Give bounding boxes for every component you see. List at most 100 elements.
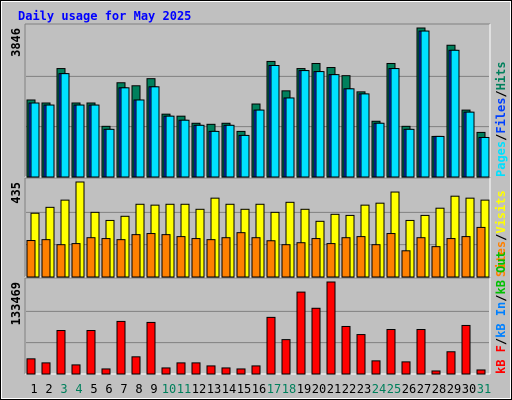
bar: [116, 320, 126, 375]
bar: [480, 136, 490, 178]
bar: [281, 339, 291, 375]
bar: [161, 367, 171, 375]
bar: [431, 370, 441, 375]
x-tick-label: 22: [342, 382, 356, 396]
x-tick-label: 6: [105, 382, 112, 396]
bar: [326, 243, 336, 278]
x-tick-label: 5: [90, 382, 97, 396]
bar: [435, 135, 445, 178]
x-tick-label: 23: [357, 382, 371, 396]
legend-entry: Hits: [494, 61, 508, 90]
bar: [131, 234, 141, 278]
bar: [56, 244, 66, 278]
legend-separator: /: [494, 295, 508, 302]
bar: [416, 237, 426, 278]
legend-entry: Visits: [494, 190, 508, 233]
x-tick-label: 1: [30, 382, 37, 396]
x-tick-label: 12: [192, 382, 206, 396]
bar: [206, 239, 216, 278]
bar: [341, 237, 351, 278]
bar: [416, 329, 426, 375]
bar: [296, 291, 306, 375]
bar: [191, 362, 201, 375]
x-tick-label: 8: [135, 382, 142, 396]
bar: [101, 368, 111, 375]
bar: [210, 130, 220, 178]
x-tick-label: 28: [432, 382, 446, 396]
bar: [206, 365, 216, 375]
bar: [461, 324, 471, 375]
bar: [41, 239, 51, 278]
bar: [431, 246, 441, 278]
bar: [255, 109, 265, 178]
bar: [225, 124, 235, 178]
x-tick-label: 14: [222, 382, 236, 396]
bar: [41, 362, 51, 375]
bar: [266, 240, 276, 278]
legend-separator: /: [494, 234, 508, 241]
bar: [401, 361, 411, 375]
bar: [165, 115, 175, 178]
bar: [86, 330, 96, 375]
bar: [221, 237, 231, 278]
x-tick-label: 9: [150, 382, 157, 396]
bar: [296, 242, 306, 278]
bar: [281, 244, 291, 278]
bar: [446, 351, 456, 375]
x-tick-label: 15: [237, 382, 251, 396]
bar: [450, 49, 460, 178]
bar: [476, 369, 486, 375]
y-max-label: 435: [9, 182, 23, 204]
bar: [465, 111, 475, 178]
bar: [311, 307, 321, 375]
bar: [56, 330, 66, 375]
bar: [266, 316, 276, 375]
legend-entry: kB F: [494, 345, 508, 374]
bar: [401, 250, 411, 278]
bar: [131, 356, 141, 375]
bar: [30, 102, 40, 178]
bar: [461, 236, 471, 278]
x-tick-label: 16: [252, 382, 266, 396]
bar: [360, 93, 370, 178]
bar: [330, 74, 340, 178]
legend-separator: /: [494, 134, 508, 141]
x-tick-label: 27: [417, 382, 431, 396]
bar: [345, 88, 355, 178]
x-tick-label: 29: [447, 382, 461, 396]
bar: [180, 119, 190, 178]
bar: [71, 243, 81, 278]
bar: [26, 358, 36, 375]
legend-separator: /: [494, 90, 508, 97]
bar: [236, 232, 246, 278]
legend-separator: /: [494, 338, 508, 345]
bar: [221, 367, 231, 375]
bar: [390, 68, 400, 178]
bar: [251, 237, 261, 278]
legend: Pages/Files/Hits: [494, 61, 508, 177]
bar: [176, 362, 186, 375]
bar: [105, 128, 115, 178]
bar: [270, 65, 280, 178]
x-tick-label: 21: [327, 382, 341, 396]
bar: [356, 334, 366, 375]
bar: [300, 70, 310, 178]
bar: [420, 30, 430, 178]
bar: [146, 233, 156, 278]
x-tick-label: 11: [177, 382, 191, 396]
bar: [150, 86, 160, 178]
bar: [116, 239, 126, 278]
x-tick-label: 20: [312, 382, 326, 396]
x-tick-label: 18: [282, 382, 296, 396]
bar: [45, 104, 55, 178]
bar: [341, 325, 351, 375]
x-tick-label: 13: [207, 382, 221, 396]
legend-entry: kB Out: [494, 251, 508, 294]
x-tick-label: 19: [297, 382, 311, 396]
bar: [251, 365, 261, 375]
bar: [476, 226, 486, 278]
bar: [240, 134, 250, 178]
bar: [191, 238, 201, 278]
bar: [86, 237, 96, 278]
